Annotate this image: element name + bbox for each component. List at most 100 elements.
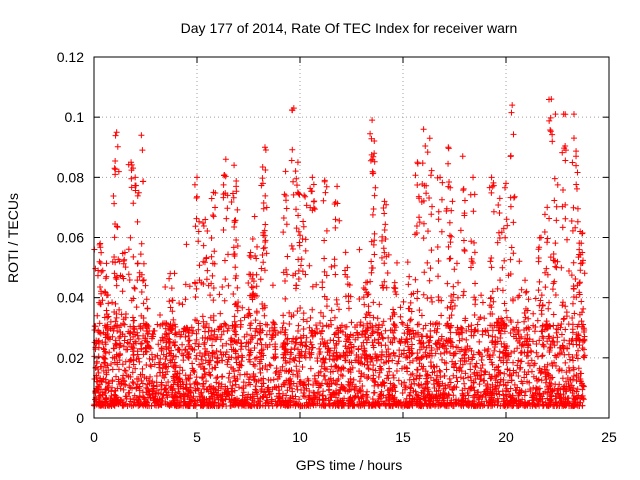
data-point [491,347,498,354]
y-tick-label: 0.1 [65,109,85,125]
data-point [265,376,272,383]
data-point [235,402,242,409]
data-point [91,323,98,330]
data-point [252,389,259,396]
data-point [420,325,427,332]
data-point [208,234,215,241]
data-point [331,357,338,364]
data-point [309,188,316,195]
data-point [300,310,307,317]
data-point [204,335,211,342]
data-point [112,318,119,325]
data-point [530,392,537,399]
data-point [279,395,286,402]
data-point [394,360,401,367]
data-point [525,360,532,367]
data-point [414,321,421,328]
data-point [157,311,164,318]
data-point [472,364,479,371]
data-point [425,388,432,395]
data-point [426,194,433,201]
data-point [454,294,461,301]
data-point [114,322,121,329]
data-point [485,402,492,409]
data-point [577,267,584,274]
data-point [302,271,309,278]
data-point [435,216,442,223]
data-point [193,374,200,381]
data-point [499,264,506,271]
data-point [518,286,525,293]
data-point [310,181,317,188]
data-point [547,254,554,261]
data-point [450,385,457,392]
data-point [476,338,483,345]
data-point [361,348,368,355]
data-point [464,389,471,396]
data-point [538,292,545,299]
data-point [407,317,414,324]
data-point [404,324,411,331]
data-point [536,390,543,397]
data-point [99,389,106,396]
data-point [345,400,352,407]
data-point [565,351,572,358]
data-point [422,349,429,356]
data-point [319,284,326,291]
data-point [303,202,310,209]
data-point [125,271,132,278]
data-point [516,339,523,346]
data-point [424,149,431,156]
data-point [568,272,575,279]
data-point [91,402,98,409]
data-point [468,258,475,265]
data-point [547,323,554,330]
data-point [552,240,559,247]
data-point [493,373,500,380]
data-point [573,388,580,395]
data-point [307,354,314,361]
data-point [229,382,236,389]
data-point [521,402,528,409]
data-point [203,348,210,355]
data-point [494,379,501,386]
data-point [204,228,211,235]
data-point [389,313,396,320]
data-point [485,332,492,339]
data-point [140,300,147,307]
data-point [334,183,341,190]
x-tick-label: 15 [395,429,411,445]
data-point [225,251,232,258]
data-point [449,198,456,205]
data-point [257,353,264,360]
data-point [521,374,528,381]
data-point [362,333,369,340]
data-point [372,351,379,358]
data-point [510,194,517,201]
data-point [257,369,264,376]
data-point [573,162,580,169]
data-point [214,354,221,361]
data-point [231,399,238,406]
data-point [428,294,435,301]
data-point [295,212,302,219]
data-point [247,254,254,261]
data-point [556,344,563,351]
data-point [452,360,459,367]
data-point [436,344,443,351]
data-point [501,370,508,377]
data-point [253,283,260,290]
data-point [317,319,324,326]
data-point [375,324,382,331]
data-point [522,289,529,296]
data-point [348,319,355,326]
data-point [380,204,387,211]
data-point [460,392,467,399]
data-point [127,384,134,391]
data-point [201,339,208,346]
data-point [246,352,253,359]
data-point [96,258,103,265]
data-point [108,388,115,395]
data-point [193,336,200,343]
data-point [437,368,444,375]
